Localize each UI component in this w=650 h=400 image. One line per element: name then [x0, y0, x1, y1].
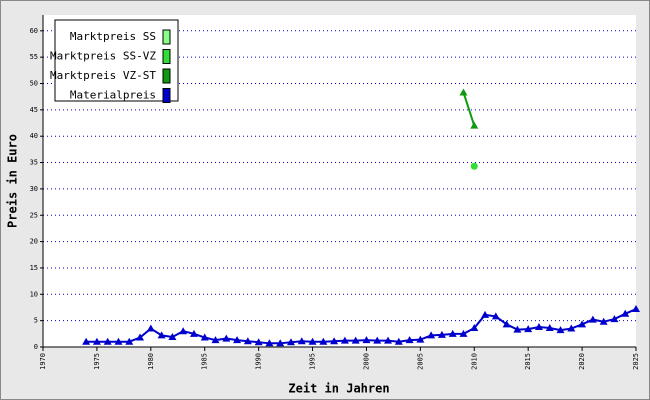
point [416, 335, 425, 343]
x-tick-label: 1985 [201, 353, 209, 370]
point [243, 337, 252, 345]
legend-swatch [162, 88, 171, 103]
point [448, 329, 457, 337]
point [632, 305, 640, 313]
point [459, 329, 468, 337]
point [588, 315, 597, 323]
point [362, 336, 371, 344]
point [265, 339, 274, 347]
y-tick-label: 40 [30, 132, 38, 140]
y-tick-label: 55 [30, 53, 38, 61]
point [136, 333, 145, 341]
legend-swatch [162, 29, 171, 45]
x-tick-label: 1980 [147, 353, 155, 370]
y-tick-label: 20 [30, 238, 38, 246]
legend-label: Marktpreis VZ-ST [50, 69, 156, 82]
point [114, 337, 123, 345]
x-tick-label: 1995 [309, 353, 317, 370]
point [276, 339, 285, 347]
x-tick-label: 1975 [93, 353, 101, 370]
point [470, 162, 478, 170]
y-tick-label: 50 [30, 80, 38, 88]
y-tick-label: 60 [30, 27, 38, 35]
x-axis-title: Zeit in Jahren [288, 382, 389, 396]
point [405, 336, 414, 344]
point [384, 336, 393, 344]
x-tick-label: 2005 [416, 353, 424, 370]
point [491, 312, 500, 320]
y-tick-label: 15 [30, 264, 38, 272]
point [394, 337, 403, 345]
x-tick-label: 1990 [255, 353, 263, 370]
y-tick-label: 25 [30, 211, 38, 219]
point [556, 326, 565, 334]
point [286, 338, 295, 346]
y-tick-label: 30 [30, 185, 38, 193]
point [340, 336, 349, 344]
point [297, 337, 306, 345]
y-tick-label: 5 [34, 317, 38, 325]
y-tick-label: 0 [34, 343, 38, 351]
x-tick-label: 2000 [362, 353, 370, 370]
x-tick-label: 2025 [632, 353, 640, 370]
point [330, 337, 339, 345]
point [92, 337, 101, 345]
point [373, 336, 382, 344]
point [179, 327, 188, 335]
point [319, 337, 328, 345]
point [146, 324, 155, 332]
x-tick-label: 2010 [470, 353, 478, 370]
y-tick-label: 35 [30, 159, 38, 167]
y-tick-label: 10 [30, 290, 38, 298]
point [599, 317, 608, 325]
legend-label: Materialpreis [70, 89, 156, 102]
point [437, 330, 446, 338]
point [502, 320, 511, 328]
x-tick-label: 2020 [578, 353, 586, 370]
point [545, 324, 554, 332]
point [470, 324, 479, 332]
point [168, 332, 177, 340]
point [351, 336, 360, 344]
point [157, 331, 166, 339]
point [470, 121, 479, 129]
point [125, 337, 134, 345]
point [222, 334, 231, 342]
legend: Marktpreis SS Marktpreis SS-VZ Marktpreis … [50, 19, 179, 103]
point [481, 310, 490, 318]
point [513, 325, 522, 333]
y-tick-label: 45 [30, 106, 38, 114]
point [578, 320, 587, 328]
point [254, 338, 263, 346]
y-axis-title: Preis in Euro [6, 134, 20, 228]
series-line [462, 92, 476, 126]
point [82, 337, 91, 345]
legend-box [54, 19, 179, 102]
point [610, 315, 619, 323]
point [621, 309, 630, 317]
point [103, 337, 112, 345]
point [524, 325, 533, 333]
legend-label: Marktpreis SS [70, 30, 156, 43]
legend-swatch [162, 49, 171, 64]
point [308, 337, 317, 345]
point [211, 336, 220, 344]
legend-swatch [162, 68, 171, 84]
point [427, 331, 436, 339]
x-tick-label: 1970 [39, 353, 47, 370]
point [567, 324, 576, 332]
point [233, 336, 242, 344]
point [459, 88, 468, 96]
point [200, 333, 209, 341]
point [534, 322, 543, 330]
x-tick-label: 2015 [524, 353, 532, 370]
legend-label: Marktpreis SS-VZ [50, 50, 156, 63]
point [189, 329, 198, 337]
series-line [86, 308, 637, 345]
